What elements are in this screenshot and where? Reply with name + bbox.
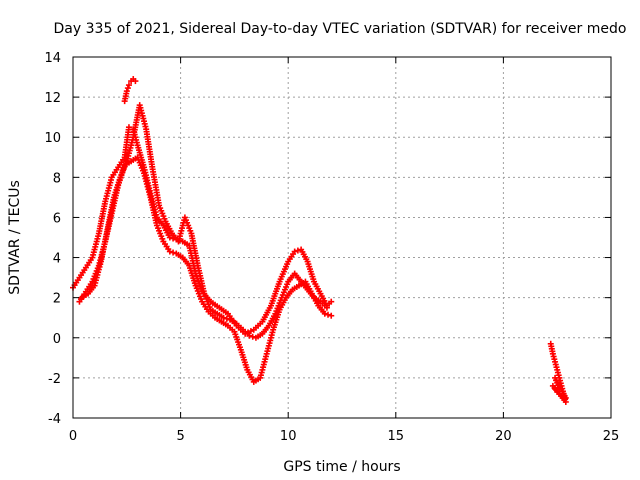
data-point: [123, 88, 130, 95]
data-points: [70, 76, 569, 405]
y-tick-label: 0: [53, 332, 61, 347]
data-point-interp: [325, 311, 332, 318]
x-tick-label: 15: [388, 429, 405, 444]
axis-ticks: 0 5 10 15 20 25 -4 -2 0 2 4 6 8 10 12 14: [44, 51, 619, 444]
data-point: [328, 312, 335, 319]
chart-title: Day 335 of 2021, Sidereal Day-to-day VTE…: [54, 21, 627, 37]
x-axis-label: GPS time / hours: [283, 459, 400, 475]
y-tick-label: 12: [44, 91, 61, 106]
data-point-interp: [223, 315, 230, 322]
x-tick-label: 0: [69, 429, 77, 444]
x-tick-label: 5: [176, 429, 184, 444]
y-tick-label: 14: [44, 51, 61, 66]
data-point-interp: [294, 247, 301, 254]
data-point: [166, 234, 173, 241]
data-point: [549, 382, 556, 389]
y-tick-label: 8: [53, 171, 61, 186]
data-point: [125, 82, 132, 89]
x-tick-label: 20: [495, 429, 512, 444]
data-point-interp: [170, 249, 177, 256]
data-point: [556, 384, 563, 391]
y-tick-label: -4: [48, 412, 61, 427]
data-point: [321, 310, 328, 317]
y-tick-label: 10: [44, 131, 61, 146]
data-point: [125, 124, 132, 131]
data-point-interp: [552, 385, 559, 392]
data-point: [291, 248, 298, 255]
y-tick-label: 4: [53, 252, 61, 267]
data-point: [328, 298, 335, 305]
data-point: [132, 78, 139, 85]
data-point-interp: [249, 333, 256, 340]
y-tick-label: -2: [48, 372, 61, 387]
data-point: [220, 314, 227, 321]
data-point-interp: [124, 85, 131, 92]
y-tick-label: 6: [53, 211, 61, 226]
data-point: [246, 332, 253, 339]
grid-lines: [73, 57, 611, 418]
x-tick-label: 10: [280, 429, 297, 444]
plot-frame: [72, 56, 612, 419]
x-tick-label: 25: [603, 429, 620, 444]
y-axis-label: SDTVAR / TECUs: [7, 180, 23, 295]
y-tick-label: 2: [53, 292, 61, 307]
data-point: [166, 248, 173, 255]
data-point: [323, 304, 330, 311]
